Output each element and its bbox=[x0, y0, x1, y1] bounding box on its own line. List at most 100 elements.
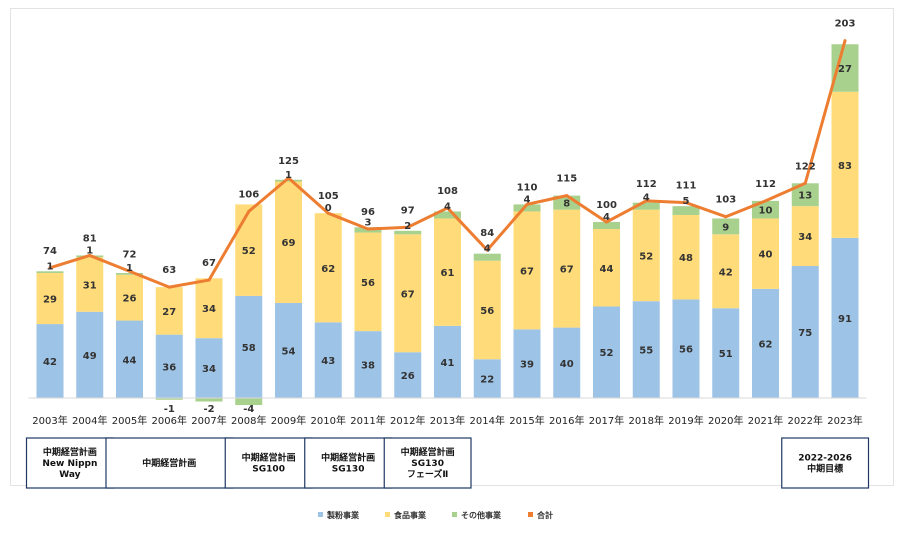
bar-segment-milling bbox=[314, 322, 342, 398]
data-label-milling: 75 bbox=[798, 328, 812, 339]
total-point bbox=[128, 269, 131, 273]
total-point bbox=[406, 225, 410, 229]
data-label-food: 40 bbox=[759, 250, 773, 261]
data-label-total: 112 bbox=[755, 179, 776, 190]
total-point bbox=[48, 266, 52, 270]
plan-box-label: SG130 bbox=[411, 459, 444, 469]
total-point bbox=[724, 215, 728, 219]
data-label-total: 106 bbox=[238, 189, 259, 200]
plan-box-label: 2022-2026 bbox=[798, 454, 852, 464]
data-label-milling: 58 bbox=[242, 343, 256, 354]
data-label-milling: 62 bbox=[759, 339, 773, 350]
data-label-milling: 22 bbox=[480, 375, 494, 386]
total-point bbox=[247, 209, 251, 213]
data-label-other: 1 bbox=[86, 245, 93, 256]
x-tick-label: 2016年 bbox=[549, 414, 584, 427]
data-label-other: 4 bbox=[643, 193, 650, 204]
plan-box-label: New Nippn bbox=[42, 459, 97, 469]
bar-segment-milling bbox=[712, 308, 740, 398]
data-label-food: 26 bbox=[123, 294, 137, 305]
bar-segment-food bbox=[36, 273, 64, 325]
data-label-other: 3 bbox=[365, 217, 372, 228]
bar-segment-food bbox=[672, 214, 700, 300]
bar-segment-food bbox=[831, 91, 859, 238]
total-point bbox=[167, 285, 171, 289]
total-point bbox=[684, 201, 688, 205]
data-label-total: 108 bbox=[437, 186, 458, 197]
bar-segment-milling bbox=[116, 320, 143, 398]
data-label-total: 111 bbox=[676, 181, 697, 192]
x-tick-label: 2006年 bbox=[152, 414, 187, 427]
data-label-milling: 43 bbox=[321, 356, 335, 367]
bar-segment-other bbox=[632, 202, 660, 210]
x-tick-label: 2022年 bbox=[788, 414, 823, 427]
x-tick-label: 2020年 bbox=[708, 414, 743, 427]
total-point bbox=[565, 194, 569, 198]
data-label-other: 4 bbox=[484, 244, 491, 255]
total-point bbox=[843, 39, 847, 43]
bar-segment-food bbox=[712, 234, 740, 309]
data-label-total: 203 bbox=[835, 19, 856, 30]
bar-segment-other bbox=[36, 271, 64, 274]
bar-segment-milling bbox=[831, 237, 859, 398]
x-tick-label: 2003年 bbox=[32, 414, 67, 427]
data-label-milling: 36 bbox=[162, 362, 176, 373]
bar-segment-milling bbox=[36, 324, 64, 398]
bar-segment-other bbox=[712, 218, 740, 235]
legend-swatch bbox=[318, 512, 323, 517]
data-label-total: 63 bbox=[162, 265, 176, 276]
data-label-total: 112 bbox=[636, 179, 657, 190]
legend-label: その他事業 bbox=[461, 510, 502, 520]
data-label-total: 103 bbox=[715, 195, 736, 206]
data-label-total: 74 bbox=[43, 246, 57, 257]
data-label-total: 81 bbox=[83, 233, 97, 244]
bar-segment-food bbox=[354, 232, 382, 332]
data-label-other: -1 bbox=[164, 404, 175, 415]
plan-box-label: Way bbox=[59, 470, 80, 480]
data-label-food: 56 bbox=[361, 278, 375, 289]
plan-box bbox=[781, 437, 870, 489]
data-label-milling: 55 bbox=[639, 346, 653, 357]
bar-segment-other bbox=[752, 200, 779, 219]
bar-segment-food bbox=[275, 181, 302, 303]
data-label-food: 29 bbox=[43, 295, 57, 306]
x-tick-label: 2009年 bbox=[271, 414, 306, 427]
data-label-milling: 42 bbox=[43, 357, 57, 368]
plan-box-label: SG130 bbox=[332, 465, 365, 475]
data-label-milling: 39 bbox=[520, 360, 534, 371]
x-tick-label: 2021年 bbox=[748, 414, 783, 427]
data-label-total: 122 bbox=[795, 161, 816, 172]
bar-segment-food bbox=[394, 234, 422, 353]
x-tick-label: 2012年 bbox=[390, 414, 425, 427]
bar-segment-milling bbox=[434, 325, 461, 398]
plan-box-label: 中期経営計画 bbox=[43, 446, 97, 458]
data-label-total: 110 bbox=[517, 182, 538, 193]
plan-box bbox=[25, 437, 114, 489]
total-point bbox=[764, 199, 767, 203]
x-tick-label: 2014年 bbox=[470, 414, 505, 427]
data-label-food: 31 bbox=[83, 280, 97, 291]
data-label-milling: 51 bbox=[719, 349, 733, 360]
bar-segment-milling bbox=[752, 288, 779, 398]
data-label-other: 8 bbox=[563, 199, 570, 210]
x-tick-label: 2013年 bbox=[430, 414, 465, 427]
total-point bbox=[803, 181, 807, 185]
x-tick-label: 2023年 bbox=[827, 414, 862, 427]
plan-box bbox=[383, 437, 472, 489]
x-tick-label: 2018年 bbox=[629, 414, 664, 427]
x-tick-label: 2004年 bbox=[72, 414, 107, 427]
data-label-other: 4 bbox=[524, 194, 531, 205]
data-label-milling: 41 bbox=[441, 358, 455, 369]
data-label-food: 27 bbox=[162, 307, 176, 318]
bar-segment-milling bbox=[593, 306, 620, 398]
data-label-total: 72 bbox=[123, 249, 137, 260]
bar-segment-food bbox=[752, 218, 779, 289]
bar-segment-other bbox=[195, 398, 223, 402]
legend-label: 製粉事業 bbox=[326, 510, 360, 520]
bar-segment-milling bbox=[76, 311, 104, 398]
data-label-total: 96 bbox=[361, 207, 375, 218]
data-label-milling: 40 bbox=[560, 359, 574, 370]
data-label-milling: 38 bbox=[361, 361, 375, 372]
legend-swatch bbox=[528, 512, 533, 517]
